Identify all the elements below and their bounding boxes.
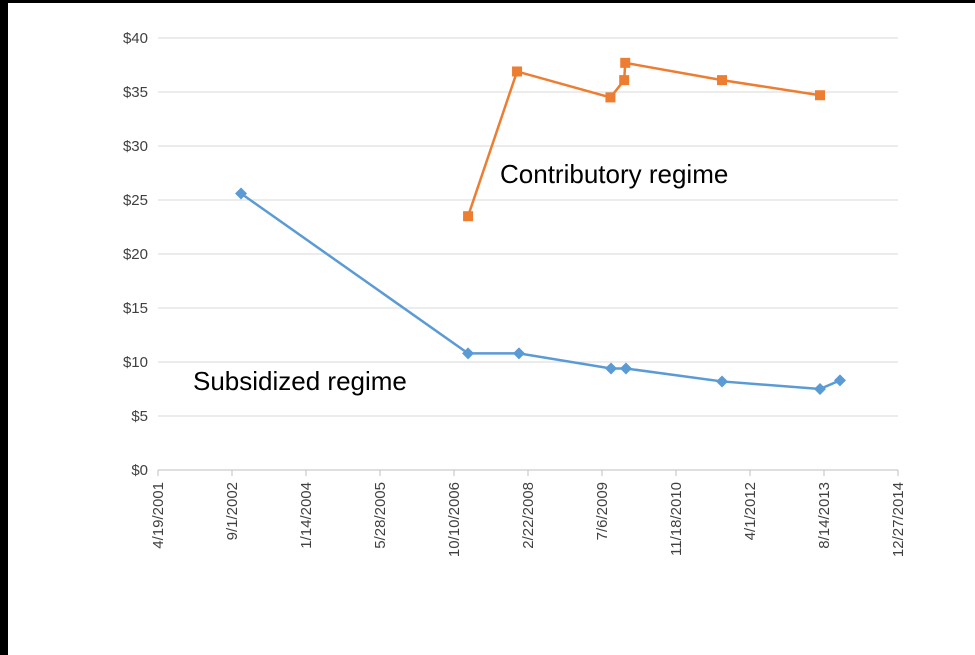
marker: [512, 347, 525, 360]
y-tick-label: $20: [123, 246, 148, 263]
x-tick-label: 4/1/2012: [742, 482, 759, 540]
x-tick-label: 9/1/2002: [224, 482, 241, 540]
y-tick-label: $40: [123, 30, 148, 47]
chart-background: [8, 3, 975, 655]
line: [240, 192, 841, 391]
marker: [462, 347, 475, 360]
annotation: Contributory regime: [500, 159, 728, 189]
y-tick-label: $15: [123, 300, 148, 317]
marker: [717, 75, 728, 86]
y-tick-label: $0: [131, 462, 148, 479]
marker: [815, 90, 826, 101]
x-tick-label: 11/18/2010: [668, 482, 685, 556]
marker: [619, 362, 632, 375]
y-tick-label: $25: [123, 192, 148, 209]
marker: [463, 211, 474, 222]
x-tick-label: 2/22/2008: [520, 482, 537, 549]
x-tick-label: 7/6/2009: [594, 482, 611, 540]
x-tick-label: 1/14/2004: [298, 482, 315, 549]
marker: [716, 375, 729, 388]
marker: [619, 75, 630, 86]
y-tick-label: $10: [123, 354, 148, 371]
marker: [605, 362, 618, 375]
x-tick-label: 4/19/2001: [150, 482, 167, 549]
y-tick-label: $35: [123, 84, 148, 101]
marker: [235, 187, 248, 200]
x-tick-label: 12/27/2014: [890, 482, 907, 557]
marker: [814, 383, 827, 395]
marker: [620, 57, 631, 68]
y-tick-label: $5: [131, 408, 148, 425]
x-tick-label: 8/14/2013: [816, 482, 833, 549]
annotation: Subsidized regime: [193, 366, 407, 396]
marker: [512, 66, 523, 77]
marker: [605, 92, 616, 103]
marker: [833, 374, 846, 387]
x-tick-label: 5/28/2005: [372, 482, 389, 549]
x-tick-label: 10/10/2006: [446, 482, 463, 557]
y-tick-label: $30: [123, 138, 148, 155]
